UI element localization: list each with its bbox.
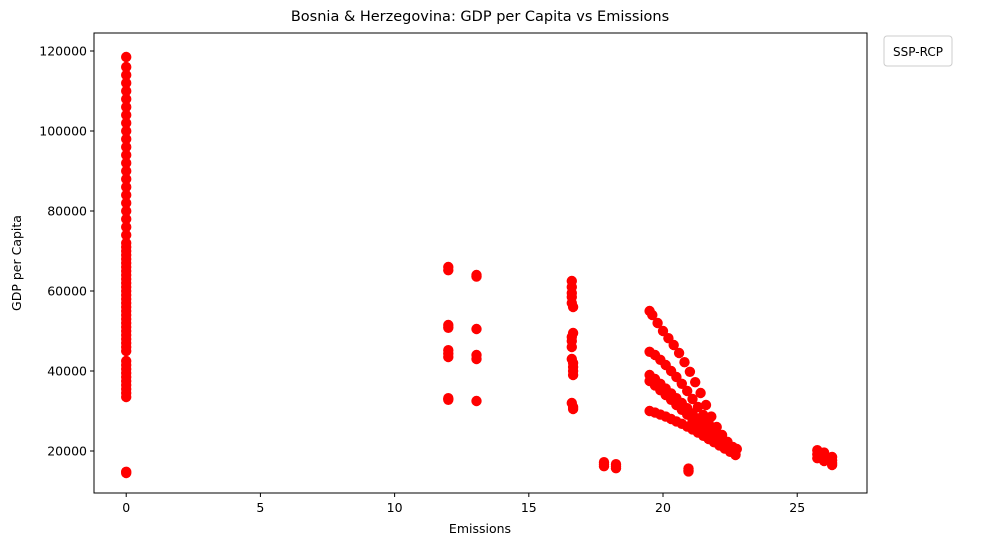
legend-title: SSP-RCP (893, 45, 943, 59)
data-point (676, 378, 687, 389)
x-tick-label: 15 (521, 500, 537, 515)
data-point (443, 394, 454, 405)
data-point (567, 301, 579, 313)
plot-area (121, 51, 838, 479)
data-point (121, 85, 132, 97)
data-point (682, 385, 693, 397)
data-point (121, 133, 132, 145)
y-tick-label: 80000 (47, 204, 87, 219)
data-point (683, 466, 694, 477)
data-point (690, 377, 701, 388)
data-point (121, 149, 132, 161)
x-axis-label: Emissions (449, 521, 511, 536)
data-point (121, 466, 132, 477)
data-point (657, 325, 669, 337)
series-2 (471, 269, 482, 407)
data-point (121, 181, 132, 193)
data-point (471, 353, 482, 365)
data-point (121, 229, 132, 241)
y-tick-label: 120000 (39, 44, 87, 59)
data-point (471, 271, 482, 282)
data-point (121, 77, 132, 89)
data-point (818, 455, 830, 467)
data-point (684, 366, 696, 377)
data-point (121, 109, 132, 121)
data-point (121, 213, 132, 225)
series-9 (644, 405, 741, 461)
series-3 (566, 275, 579, 415)
y-tick-label: 60000 (47, 284, 87, 299)
data-point (121, 101, 132, 113)
data-point (121, 61, 132, 73)
data-point (679, 357, 690, 368)
legend-box (883, 35, 953, 67)
data-point (121, 93, 132, 105)
x-tick-label: 10 (387, 500, 403, 515)
data-point (121, 355, 132, 367)
data-point (652, 317, 663, 329)
data-point (673, 347, 685, 359)
chart-title: Bosnia & Herzegovina: GDP per Capita vs … (291, 9, 669, 25)
data-point (121, 51, 132, 63)
data-point (598, 461, 610, 472)
y-axis-label: GDP per Capita (9, 215, 24, 311)
data-point (121, 69, 132, 81)
y-tick-label: 40000 (47, 364, 87, 379)
data-point (730, 449, 741, 461)
y-axis: 20000 40000 60000 80000 100000 120000 (39, 44, 94, 459)
data-point (121, 157, 132, 169)
data-point (647, 309, 658, 321)
data-point (121, 237, 132, 249)
data-point (567, 369, 579, 381)
data-point (121, 141, 132, 153)
x-tick-label: 0 (122, 500, 130, 515)
data-point (121, 117, 132, 129)
data-point (687, 393, 698, 405)
data-point (443, 265, 454, 276)
data-point (121, 189, 132, 201)
data-point (121, 221, 132, 233)
data-point (567, 403, 579, 415)
data-point (121, 165, 132, 177)
data-point (826, 459, 838, 471)
series-0 (121, 51, 132, 479)
series-1 (443, 261, 454, 405)
y-tick-label: 100000 (39, 124, 87, 139)
series-10 (812, 445, 838, 471)
x-tick-label: 25 (789, 500, 805, 515)
data-point (121, 197, 132, 209)
data-point (471, 395, 482, 407)
data-point (471, 323, 482, 335)
data-point (121, 173, 132, 185)
data-point (121, 205, 132, 217)
data-point (443, 351, 454, 363)
series-5 (644, 305, 742, 455)
data-point (668, 339, 679, 351)
data-point (610, 463, 622, 474)
data-point (121, 125, 132, 137)
x-tick-label: 5 (256, 500, 264, 515)
x-tick-label: 20 (655, 500, 671, 515)
plot-frame (93, 32, 868, 494)
data-point (700, 399, 712, 411)
x-axis: 0 5 10 15 20 25 (122, 493, 805, 515)
legend: SSP-RCP (883, 35, 953, 67)
data-point (566, 341, 577, 353)
y-tick-label: 20000 (47, 444, 87, 459)
series-4 (598, 457, 694, 477)
data-point (695, 387, 706, 399)
data-point (443, 322, 454, 333)
